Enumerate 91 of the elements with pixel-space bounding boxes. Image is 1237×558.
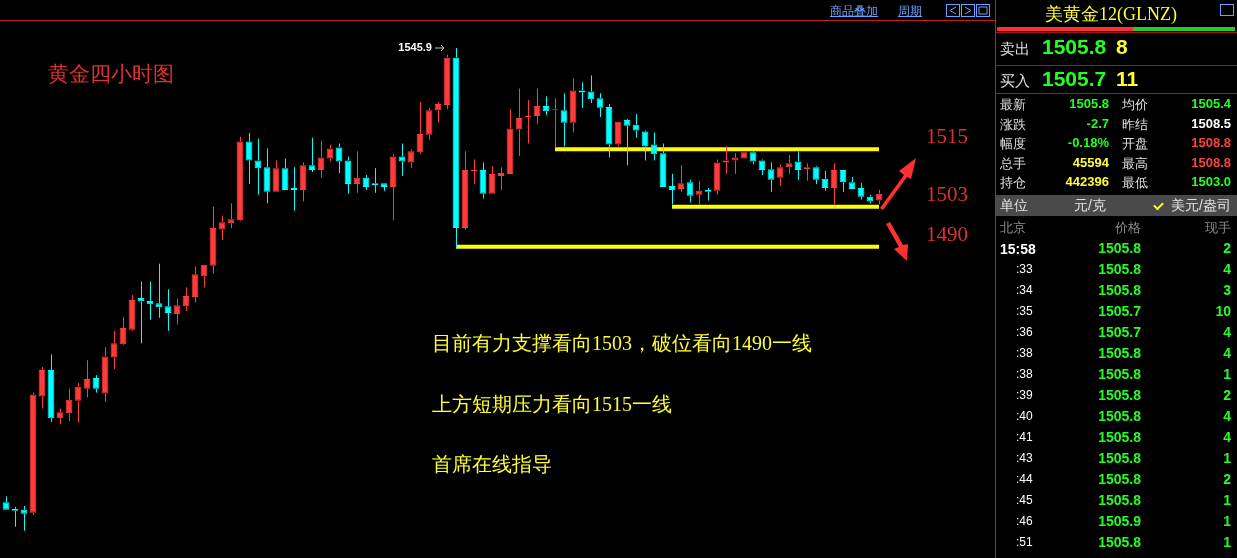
text: 442396 <box>1065 174 1109 189</box>
text: :38 <box>1016 346 1033 360</box>
text: 均价 <box>1122 96 1148 114</box>
text: :43 <box>1016 451 1033 465</box>
text: 2 <box>1223 471 1231 487</box>
text: 4 <box>1223 429 1231 445</box>
annotation: 首席在线指导 <box>432 453 552 476</box>
text: 1505.8 <box>1069 96 1109 111</box>
text: 持仓 <box>1000 174 1026 192</box>
candlestick <box>290 166 298 212</box>
text: 2 <box>1223 240 1231 256</box>
text: 1505.8 <box>1098 261 1141 277</box>
text: 4 <box>1223 408 1231 424</box>
text: 1508.8 <box>1191 135 1231 150</box>
text: 1508.5 <box>1191 115 1231 131</box>
text: -0.18% <box>1067 135 1109 150</box>
text: 1 <box>1223 366 1231 382</box>
text: 1505.8 <box>1098 450 1141 466</box>
text: 1505.8 <box>1098 282 1141 298</box>
text: 总手 <box>1000 154 1026 173</box>
text: 4 <box>1223 324 1231 340</box>
text: :46 <box>1016 514 1033 528</box>
text: :35 <box>1016 304 1033 318</box>
text: 1505.8 <box>1098 387 1141 403</box>
text: 买入 <box>1000 72 1030 91</box>
text: 单位 <box>1000 197 1028 215</box>
text: 1505.8 <box>1098 492 1141 508</box>
text: 1503 <box>926 181 968 206</box>
text: :33 <box>1016 262 1033 276</box>
text: :45 <box>1016 493 1033 507</box>
text: :39 <box>1016 388 1033 402</box>
text: 北京 <box>1000 219 1026 237</box>
text: 11 <box>1116 67 1139 91</box>
text: 1505.8 <box>1098 408 1141 424</box>
text: 现手 <box>1205 219 1231 237</box>
annotation: 目前有力支撑看向1503，破位看向1490一线 <box>432 332 812 355</box>
text: 1490 <box>926 221 968 246</box>
text: 1505.8 <box>1098 345 1141 361</box>
text: 价格 <box>1115 219 1141 237</box>
text: 1505.4 <box>1191 96 1231 111</box>
text: 1505.8 <box>1042 35 1107 59</box>
text: 1505.8 <box>1098 534 1141 550</box>
text: 幅度 <box>1000 135 1026 153</box>
text: 1515 <box>926 124 968 149</box>
text: 最高 <box>1122 154 1148 173</box>
text: 最新 <box>1000 96 1026 114</box>
text: 1505.7 <box>1098 303 1141 319</box>
text: :38 <box>1016 367 1033 381</box>
text: 2 <box>1223 387 1231 403</box>
candlestick <box>308 137 316 173</box>
text: 美元/盎司 <box>1171 197 1231 215</box>
text: 1505.7 <box>1098 324 1141 340</box>
text: 周期 <box>898 3 922 20</box>
text: 1508.8 <box>1191 154 1231 170</box>
text: 元/克 <box>1074 197 1106 215</box>
text: 15:58 <box>1000 241 1036 257</box>
text: :36 <box>1016 325 1033 339</box>
annotation: 1545.9 <box>398 41 432 54</box>
text: :34 <box>1016 283 1033 297</box>
text: 1 <box>1223 513 1231 529</box>
text: 45594 <box>1072 154 1109 170</box>
text: 开盘 <box>1122 135 1148 153</box>
text: -2.7 <box>1086 115 1109 131</box>
text: 1505.9 <box>1098 513 1141 529</box>
text: :51 <box>1016 535 1033 549</box>
text: 10 <box>1215 303 1231 319</box>
text: 1505.7 <box>1042 67 1107 91</box>
text: 1505.8 <box>1098 429 1141 445</box>
text: 1505.8 <box>1098 366 1141 382</box>
text: 1505.8 <box>1098 471 1141 487</box>
text: :44 <box>1016 472 1033 486</box>
text: 4 <box>1223 261 1231 277</box>
text: 涨跌 <box>1000 115 1026 134</box>
text: 昨结 <box>1122 115 1148 134</box>
text: 1 <box>1223 492 1231 508</box>
text: 1 <box>1223 534 1231 550</box>
text: 卖出 <box>1000 40 1030 59</box>
text: 黄金四小时图 <box>48 61 174 88</box>
text: 1503.0 <box>1191 174 1231 189</box>
text: 1 <box>1223 450 1231 466</box>
text: 1505.8 <box>1098 240 1141 256</box>
text: 最低 <box>1122 174 1148 192</box>
annotation: 上方短期压力看向1515一线 <box>432 393 672 416</box>
text: 美黄金12(GLNZ) <box>1044 3 1178 26</box>
text: 4 <box>1223 345 1231 361</box>
candlestick <box>497 166 505 191</box>
text: 3 <box>1223 282 1231 298</box>
text: 8 <box>1116 35 1128 59</box>
text: :41 <box>1016 430 1033 444</box>
text: 商品叠加 <box>830 3 878 20</box>
text: :40 <box>1016 409 1033 423</box>
